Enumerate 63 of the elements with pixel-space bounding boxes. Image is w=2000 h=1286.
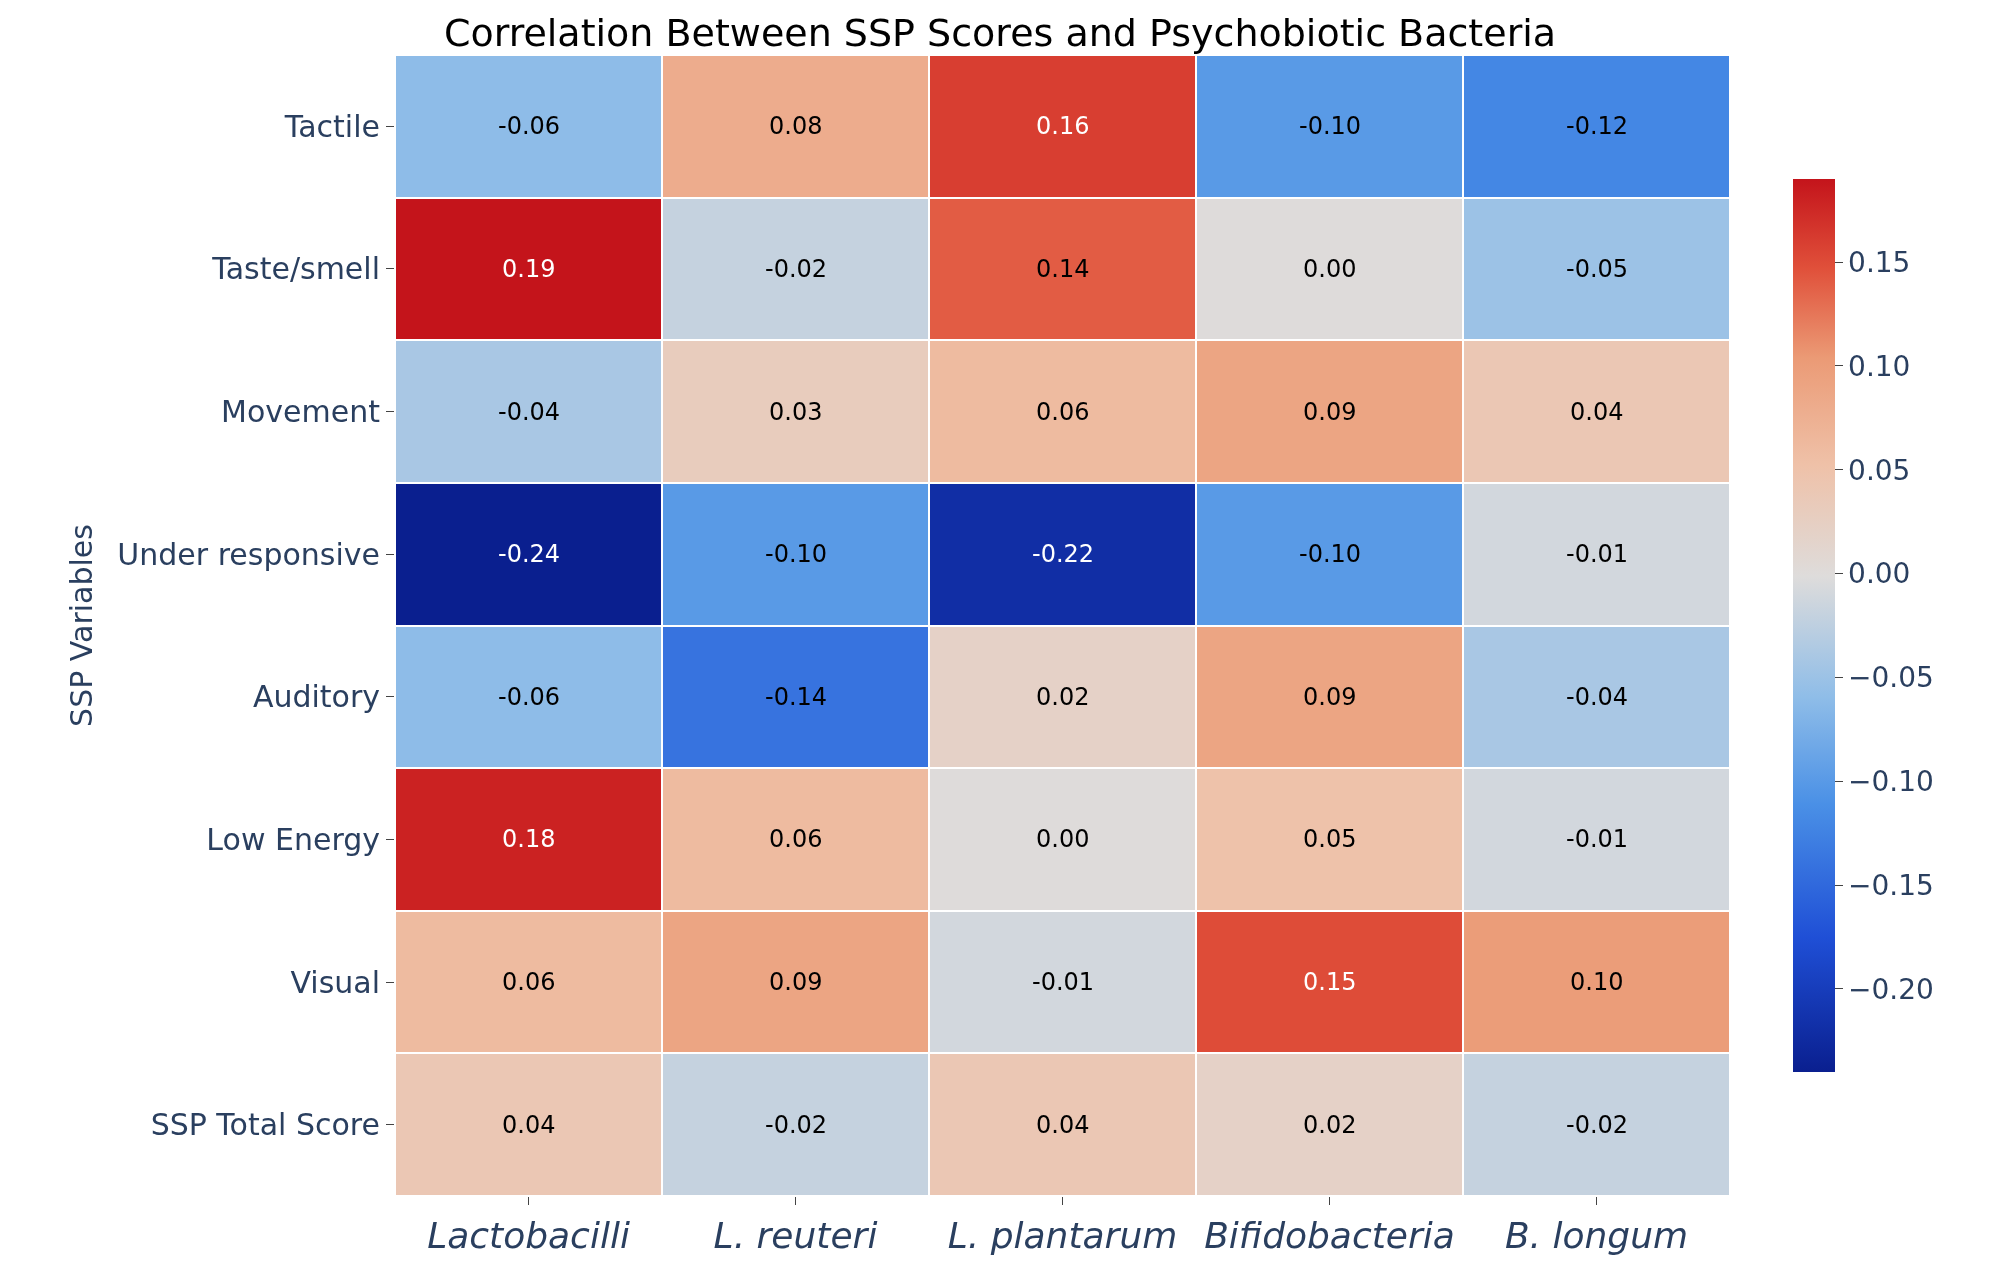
y-tick-label: Under responsive (117, 536, 380, 572)
data-label: 0.03 (769, 398, 823, 426)
data-label: -0.01 (1566, 825, 1629, 853)
x-tick-label: Lactobacilli (427, 1215, 630, 1257)
data-label: -0.10 (765, 540, 828, 568)
x-tick-label: L. reuteri (713, 1215, 878, 1257)
data-label: 0.09 (1303, 683, 1357, 711)
data-label: -0.01 (1032, 968, 1095, 996)
data-label: 0.09 (769, 968, 823, 996)
y-tick-label: Auditory (252, 679, 380, 715)
y-tick-label: Tactile (283, 108, 380, 144)
data-label: 0.06 (769, 825, 823, 853)
data-label: 0.00 (1303, 255, 1357, 283)
data-label: -0.05 (1566, 255, 1629, 283)
data-label: 0.04 (502, 1111, 556, 1139)
color-bar-label: −0.15 (1848, 868, 1934, 902)
data-label: 0.16 (1036, 112, 1090, 140)
data-label: -0.02 (1566, 1111, 1629, 1139)
data-label: -0.24 (498, 540, 561, 568)
data-label: -0.14 (765, 683, 828, 711)
color-bar-label: 0.05 (1848, 453, 1911, 487)
y-axis-title: SSP Variables (64, 524, 100, 727)
x-tick-label: L. plantarum (947, 1215, 1178, 1257)
data-label: 0.18 (502, 825, 556, 853)
y-tick-label: Visual (290, 964, 380, 1000)
data-label: -0.06 (498, 683, 561, 711)
data-label: -0.06 (498, 112, 561, 140)
color-bar-label: −0.05 (1848, 661, 1934, 695)
chart-title: Correlation Between SSP Scores and Psychobiotic Bacteria (443, 10, 1557, 55)
data-label: 0.00 (1036, 825, 1090, 853)
data-label: 0.06 (502, 968, 556, 996)
data-label: 0.06 (1036, 398, 1090, 426)
data-label: -0.22 (1032, 540, 1095, 568)
x-tick-label: B. longum (1504, 1215, 1689, 1257)
data-label: 0.08 (769, 112, 823, 140)
color-bar-label: −0.10 (1848, 765, 1934, 799)
data-label: 0.04 (1570, 398, 1624, 426)
data-label: -0.10 (1299, 540, 1362, 568)
data-label: 0.05 (1303, 825, 1357, 853)
data-label: 0.09 (1303, 398, 1357, 426)
color-bar-label: 0.00 (1848, 557, 1911, 591)
data-label: 0.14 (1036, 255, 1090, 283)
data-label: 0.02 (1036, 683, 1090, 711)
y-tick-label: Taste/smell (211, 251, 380, 287)
color-bar-label: 0.15 (1848, 245, 1911, 279)
y-tick-label: Movement (221, 394, 381, 430)
data-label: -0.12 (1566, 112, 1629, 140)
data-label: 0.19 (502, 255, 556, 283)
data-label: -0.02 (765, 1111, 828, 1139)
data-label: 0.02 (1303, 1111, 1357, 1139)
data-label: -0.10 (1299, 112, 1362, 140)
data-label: -0.04 (1566, 683, 1629, 711)
data-label: -0.01 (1566, 540, 1629, 568)
y-tick-label: Low Energy (206, 821, 380, 857)
data-label: -0.04 (498, 398, 561, 426)
data-label: 0.15 (1303, 968, 1357, 996)
color-bar-label: −0.20 (1848, 972, 1934, 1006)
data-label: 0.04 (1036, 1111, 1090, 1139)
x-tick-label: Bifidobacteria (1204, 1215, 1455, 1257)
color-bar-label: 0.10 (1848, 349, 1911, 383)
data-label: -0.02 (765, 255, 828, 283)
y-tick-label: SSP Total Score (150, 1107, 380, 1143)
data-label: 0.10 (1570, 968, 1624, 996)
